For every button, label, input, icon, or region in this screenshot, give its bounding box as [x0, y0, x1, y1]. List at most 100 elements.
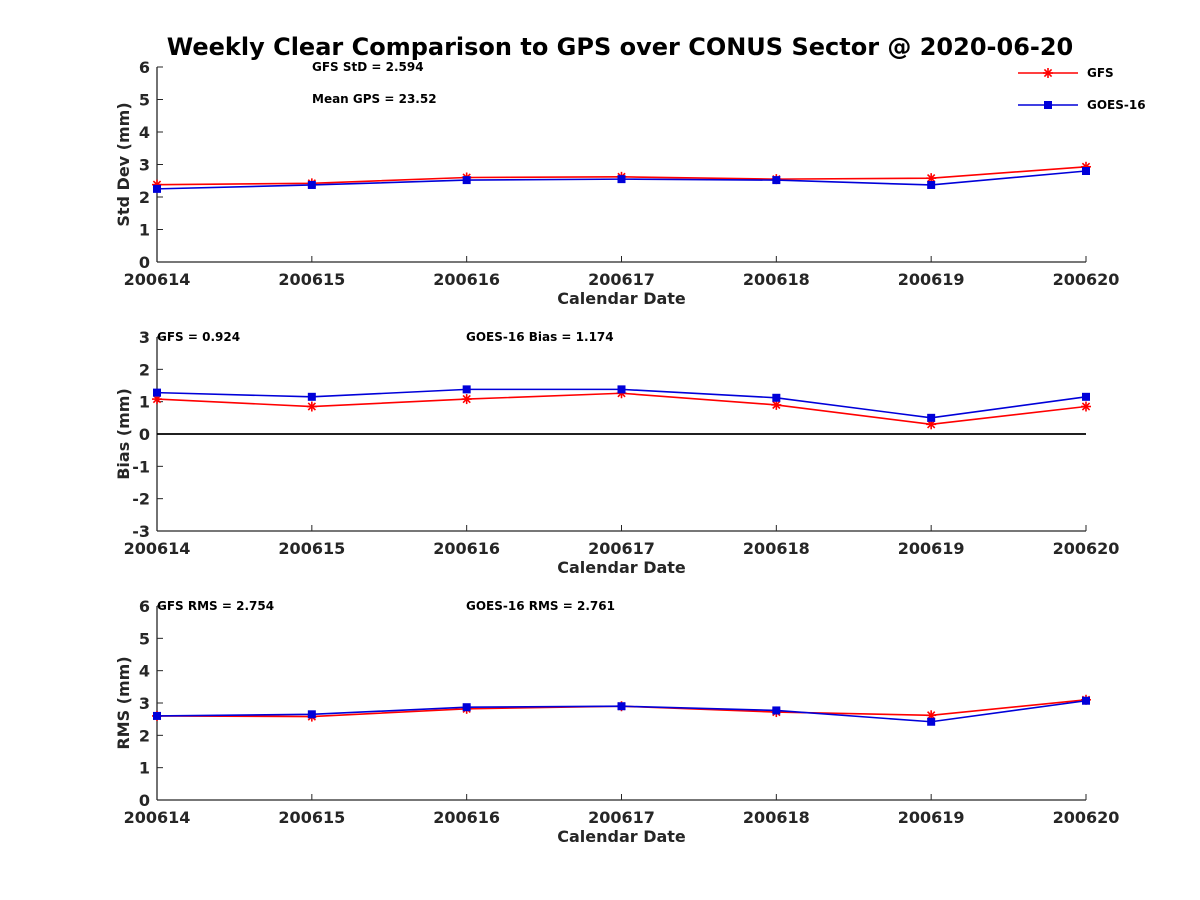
legend-entry-goes16: GOES-16: [1018, 98, 1146, 112]
x-tick-label: 200618: [743, 539, 810, 558]
panel-bias: -3 -2 -1 0 1 2 3 200614 200615 200616 200617 200618…: [114, 328, 1119, 577]
y-tick-label: 5: [139, 91, 150, 110]
data-point-goes-16: [617, 702, 626, 711]
data-point-gfs-stroke: [927, 420, 936, 429]
y-tick-label: -1: [132, 457, 150, 476]
stat-annotation: GOES-16 Bias = 1.174: [466, 330, 614, 344]
legend-marker-symbol: [1043, 68, 1053, 78]
data-point-gfs: [152, 394, 162, 405]
data-point-goes-16: [772, 706, 781, 715]
x-tick-label: 200614: [124, 539, 191, 558]
y-tick-label: 2: [139, 726, 150, 745]
legend-label-goes16: GOES-16: [1087, 98, 1146, 112]
data-point-goes-16: [617, 175, 626, 184]
y-tick-label: 3: [139, 328, 150, 347]
legend-marker-gfs: [1043, 68, 1053, 78]
x-axis-label: Calendar Date: [557, 827, 686, 846]
y-axis-label: Std Dev (mm): [114, 102, 133, 226]
legend-marker-symbol-stroke: [1043, 68, 1053, 78]
x-axis-label: Calendar Date: [557, 289, 686, 308]
y-tick-label: 3: [139, 694, 150, 713]
y-tick-label: 1: [139, 221, 150, 240]
x-tick-label: 200617: [588, 808, 655, 827]
x-tick-label: 200615: [278, 808, 345, 827]
figure-title: Weekly Clear Comparison to GPS over CONU…: [167, 33, 1074, 61]
x-tick-label: 200620: [1053, 270, 1120, 289]
data-point-goes-16: [772, 393, 781, 402]
x-tick-label: 200618: [743, 808, 810, 827]
data-point-goes-16: [1082, 167, 1090, 175]
legend-marker-symbol: [1044, 101, 1052, 109]
x-tick-label: 200615: [278, 270, 345, 289]
stat-annotation: GOES-16 RMS = 2.761: [466, 599, 615, 613]
x-tick-label: 200618: [743, 270, 810, 289]
panel-std-dev: 0 1 2 3 4 5 6 200614 200615 200616 200617 200618 200…: [114, 58, 1119, 308]
panel-rms: 0 1 2 3 4 5 6 200614 200615 200616 200617 200618 200…: [114, 597, 1119, 846]
stat-annotation: GFS RMS = 2.754: [157, 599, 274, 613]
data-point-goes-16: [927, 717, 936, 726]
stat-annotation: Mean GPS = 23.52: [312, 92, 437, 106]
data-point-goes-16: [772, 176, 781, 185]
x-tick-label: 200617: [588, 539, 655, 558]
x-tick-label: 200620: [1053, 539, 1120, 558]
y-tick-label: 0: [139, 425, 150, 444]
y-axis-label: Bias (mm): [114, 388, 133, 480]
y-tick-label: 2: [139, 360, 150, 379]
legend-entry-gfs: GFS: [1018, 66, 1114, 80]
x-tick-label: 200616: [433, 808, 500, 827]
stat-annotation: GFS = 0.924: [157, 330, 240, 344]
data-point-goes-16: [1082, 696, 1090, 705]
data-point-goes-16: [462, 703, 471, 712]
data-point-goes-16: [1082, 392, 1090, 401]
x-tick-label: 200619: [898, 808, 965, 827]
data-point-gfs: [1081, 401, 1091, 412]
legend: GFS GOES-16: [1018, 66, 1146, 112]
data-point-gfs-stroke: [152, 394, 162, 404]
y-tick-label: 6: [139, 58, 150, 77]
stat-annotation: GFS StD = 2.594: [312, 60, 424, 74]
data-point-gfs-stroke: [772, 400, 781, 410]
data-point-gfs-stroke: [927, 711, 936, 720]
data-point-goes-16: [462, 176, 471, 185]
y-tick-label: 1: [139, 393, 150, 412]
x-axis-label: Calendar Date: [557, 558, 686, 577]
data-point-gfs-stroke: [1081, 402, 1091, 411]
data-point-gfs-stroke: [462, 394, 471, 404]
data-point-gfs-stroke: [307, 402, 316, 411]
legend-marker-goes16: [1044, 101, 1052, 109]
data-point-gfs-stroke: [927, 173, 936, 183]
y-tick-label: 1: [139, 759, 150, 778]
data-point-goes-16: [153, 184, 161, 193]
data-point-goes-16: [927, 180, 936, 189]
x-tick-label: 200619: [898, 270, 965, 289]
y-tick-label: -2: [132, 490, 150, 509]
y-tick-label: 3: [139, 156, 150, 175]
y-tick-label: 2: [139, 188, 150, 207]
y-tick-label: 4: [139, 662, 150, 681]
x-tick-label: 200615: [278, 539, 345, 558]
data-point-goes-16: [307, 710, 316, 719]
x-tick-label: 200619: [898, 539, 965, 558]
x-tick-label: 200616: [433, 270, 500, 289]
legend-label-gfs: GFS: [1087, 66, 1114, 80]
x-tick-label: 200614: [124, 270, 191, 289]
x-tick-label: 200616: [433, 539, 500, 558]
data-point-goes-16: [462, 385, 471, 394]
x-tick-label: 200620: [1053, 808, 1120, 827]
data-point-goes-16: [927, 413, 936, 422]
data-point-gfs: [461, 394, 472, 405]
data-point-goes-16: [617, 385, 626, 394]
y-tick-label: 0: [139, 253, 150, 272]
data-point-goes-16: [153, 711, 161, 720]
data-point-goes-16: [153, 388, 161, 397]
y-axis-label: RMS (mm): [114, 656, 133, 749]
data-point-gfs: [306, 401, 317, 412]
y-tick-label: -3: [132, 522, 150, 541]
y-tick-label: 5: [139, 629, 150, 648]
data-point-goes-16: [307, 392, 316, 401]
data-point-goes-16: [307, 180, 316, 189]
y-tick-label: 0: [139, 791, 150, 810]
y-tick-label: 4: [139, 123, 150, 142]
x-tick-label: 200614: [124, 808, 191, 827]
